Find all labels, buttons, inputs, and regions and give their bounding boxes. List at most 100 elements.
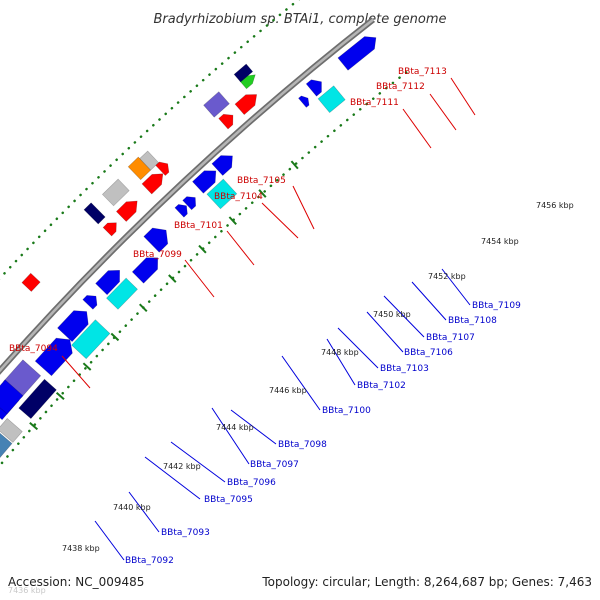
major-tick <box>110 332 120 342</box>
gene-navy-3 <box>233 63 254 83</box>
gene-blue-2 <box>0 379 24 415</box>
gene-blue-8 <box>143 227 169 253</box>
leader-line-reverse <box>337 327 379 369</box>
gene-blue-10 <box>182 196 197 211</box>
major-ticks <box>29 160 299 431</box>
gene-label-bbta-7113: BBta_7113 <box>398 67 447 77</box>
gene-cyan-3 <box>206 178 238 210</box>
genome-backbone <box>0 17 375 375</box>
leader-line-forward <box>184 259 215 298</box>
gene-blue-4 <box>57 310 89 343</box>
leader-line-reverse <box>94 520 125 561</box>
gene-red-3 <box>115 200 138 222</box>
tick-dots-outer <box>0 0 301 281</box>
major-tick <box>29 422 39 431</box>
gene-gray-3 <box>139 150 160 171</box>
leader-line-reverse <box>411 281 447 321</box>
tick-label-7448: 7448 kbp <box>321 348 359 357</box>
label-leaders <box>61 77 476 561</box>
gene-blue-6 <box>95 269 121 296</box>
major-tick <box>82 362 92 371</box>
gene-label-bbta-7097: BBta_7097 <box>250 460 299 470</box>
leader-line-reverse <box>281 355 321 411</box>
gene-red-2 <box>102 222 117 237</box>
gene-blue-15 <box>337 36 377 71</box>
tick-label-7450: 7450 kbp <box>373 310 411 319</box>
gene-label-bbta-7106: BBta_7106 <box>404 348 453 358</box>
gene-label-bbta-7105: BBta_7105 <box>237 176 286 186</box>
gene-gray-1 <box>0 417 23 443</box>
gene-blue-13 <box>298 95 310 108</box>
leader-line-forward <box>61 355 91 389</box>
leader-line-forward <box>429 93 457 131</box>
gene-features <box>0 36 377 459</box>
leader-line-reverse <box>211 407 250 465</box>
leader-line-reverse <box>144 456 201 500</box>
tick-label-7440: 7440 kbp <box>113 503 151 512</box>
forward-gene-labels: BBta_7094 BBta_7099 BBta_7101 BBta_7104 … <box>9 67 447 354</box>
gene-cyan-4 <box>317 85 346 114</box>
gene-red-7 <box>234 94 258 116</box>
gene-slate-2 <box>203 91 230 118</box>
gene-cyan-2 <box>106 277 138 310</box>
gene-blue-7 <box>131 257 159 284</box>
gene-orange-1 <box>127 156 152 181</box>
gene-label-bbta-7101: BBta_7101 <box>174 221 223 231</box>
gene-label-bbta-7093: BBta_7093 <box>161 528 210 538</box>
gene-label-bbta-7099: BBta_7099 <box>133 250 182 260</box>
gene-label-bbta-7111: BBta_7111 <box>350 98 399 108</box>
gene-navy-1 <box>18 378 57 420</box>
major-tick <box>138 303 148 313</box>
gene-blue-11 <box>192 170 217 194</box>
gene-blue-5 <box>82 295 98 310</box>
gene-red-5 <box>155 161 170 176</box>
gene-label-bbta-7104: BBta_7104 <box>214 192 263 202</box>
accession-text: Accession: NC_009485 <box>8 575 144 589</box>
gene-label-bbta-7100: BBta_7100 <box>322 406 371 416</box>
tick-label-7452: 7452 kbp <box>428 272 466 281</box>
gene-blue-9 <box>174 204 188 218</box>
gene-gray-2 <box>101 178 130 207</box>
leader-line-reverse <box>230 409 277 445</box>
major-tick <box>198 244 207 254</box>
leader-line-forward <box>226 230 255 266</box>
tick-label-7438: 7438 kbp <box>62 544 100 553</box>
gene-label-bbta-7098: BBta_7098 <box>278 440 327 450</box>
gene-label-bbta-7102: BBta_7102 <box>357 381 406 391</box>
gene-blue-12 <box>211 155 233 176</box>
major-tick <box>168 274 177 283</box>
tick-labels: 7438 kbp 7440 kbp 7442 kbp 7444 kbp 7446… <box>8 201 574 595</box>
major-tick <box>228 216 237 225</box>
tick-label-7454: 7454 kbp <box>481 237 519 246</box>
genome-summary-text: Topology: circular; Length: 8,264,687 bp… <box>261 575 592 589</box>
leader-line-forward <box>292 185 315 230</box>
gene-label-bbta-7094: BBta_7094 <box>9 344 58 354</box>
leader-line-reverse <box>128 491 160 533</box>
tick-label-7436: 7436 kbp <box>8 586 46 595</box>
tick-label-7444: 7444 kbp <box>216 423 254 432</box>
map-title: Bradyrhizobium sp. BTAi1, complete genom… <box>153 12 446 27</box>
gene-label-bbta-7107: BBta_7107 <box>426 333 475 343</box>
leader-line-forward <box>261 202 299 239</box>
gene-blue-14 <box>305 79 322 97</box>
tick-dots-inner <box>0 67 413 468</box>
tick-label-7456: 7456 kbp <box>536 201 574 210</box>
gene-blue-3 <box>34 337 73 377</box>
leader-line-forward <box>402 108 432 149</box>
gene-label-bbta-7109: BBta_7109 <box>472 301 521 311</box>
major-tick <box>258 189 267 198</box>
tick-label-7446: 7446 kbp <box>269 386 307 395</box>
gene-label-bbta-7108: BBta_7108 <box>448 316 497 326</box>
gene-navy-2 <box>83 202 106 225</box>
leader-line-reverse <box>383 295 425 338</box>
gene-steelblue-1 <box>0 432 13 459</box>
gene-label-bbta-7103: BBta_7103 <box>380 364 429 374</box>
leader-line-forward <box>450 77 476 116</box>
gene-red-1 <box>21 272 41 292</box>
leader-line-reverse <box>366 311 404 353</box>
gene-red-4 <box>141 173 164 195</box>
gene-red-6 <box>218 113 234 130</box>
gene-label-bbta-7092: BBta_7092 <box>125 556 174 566</box>
gene-cyan-1 <box>71 319 111 360</box>
